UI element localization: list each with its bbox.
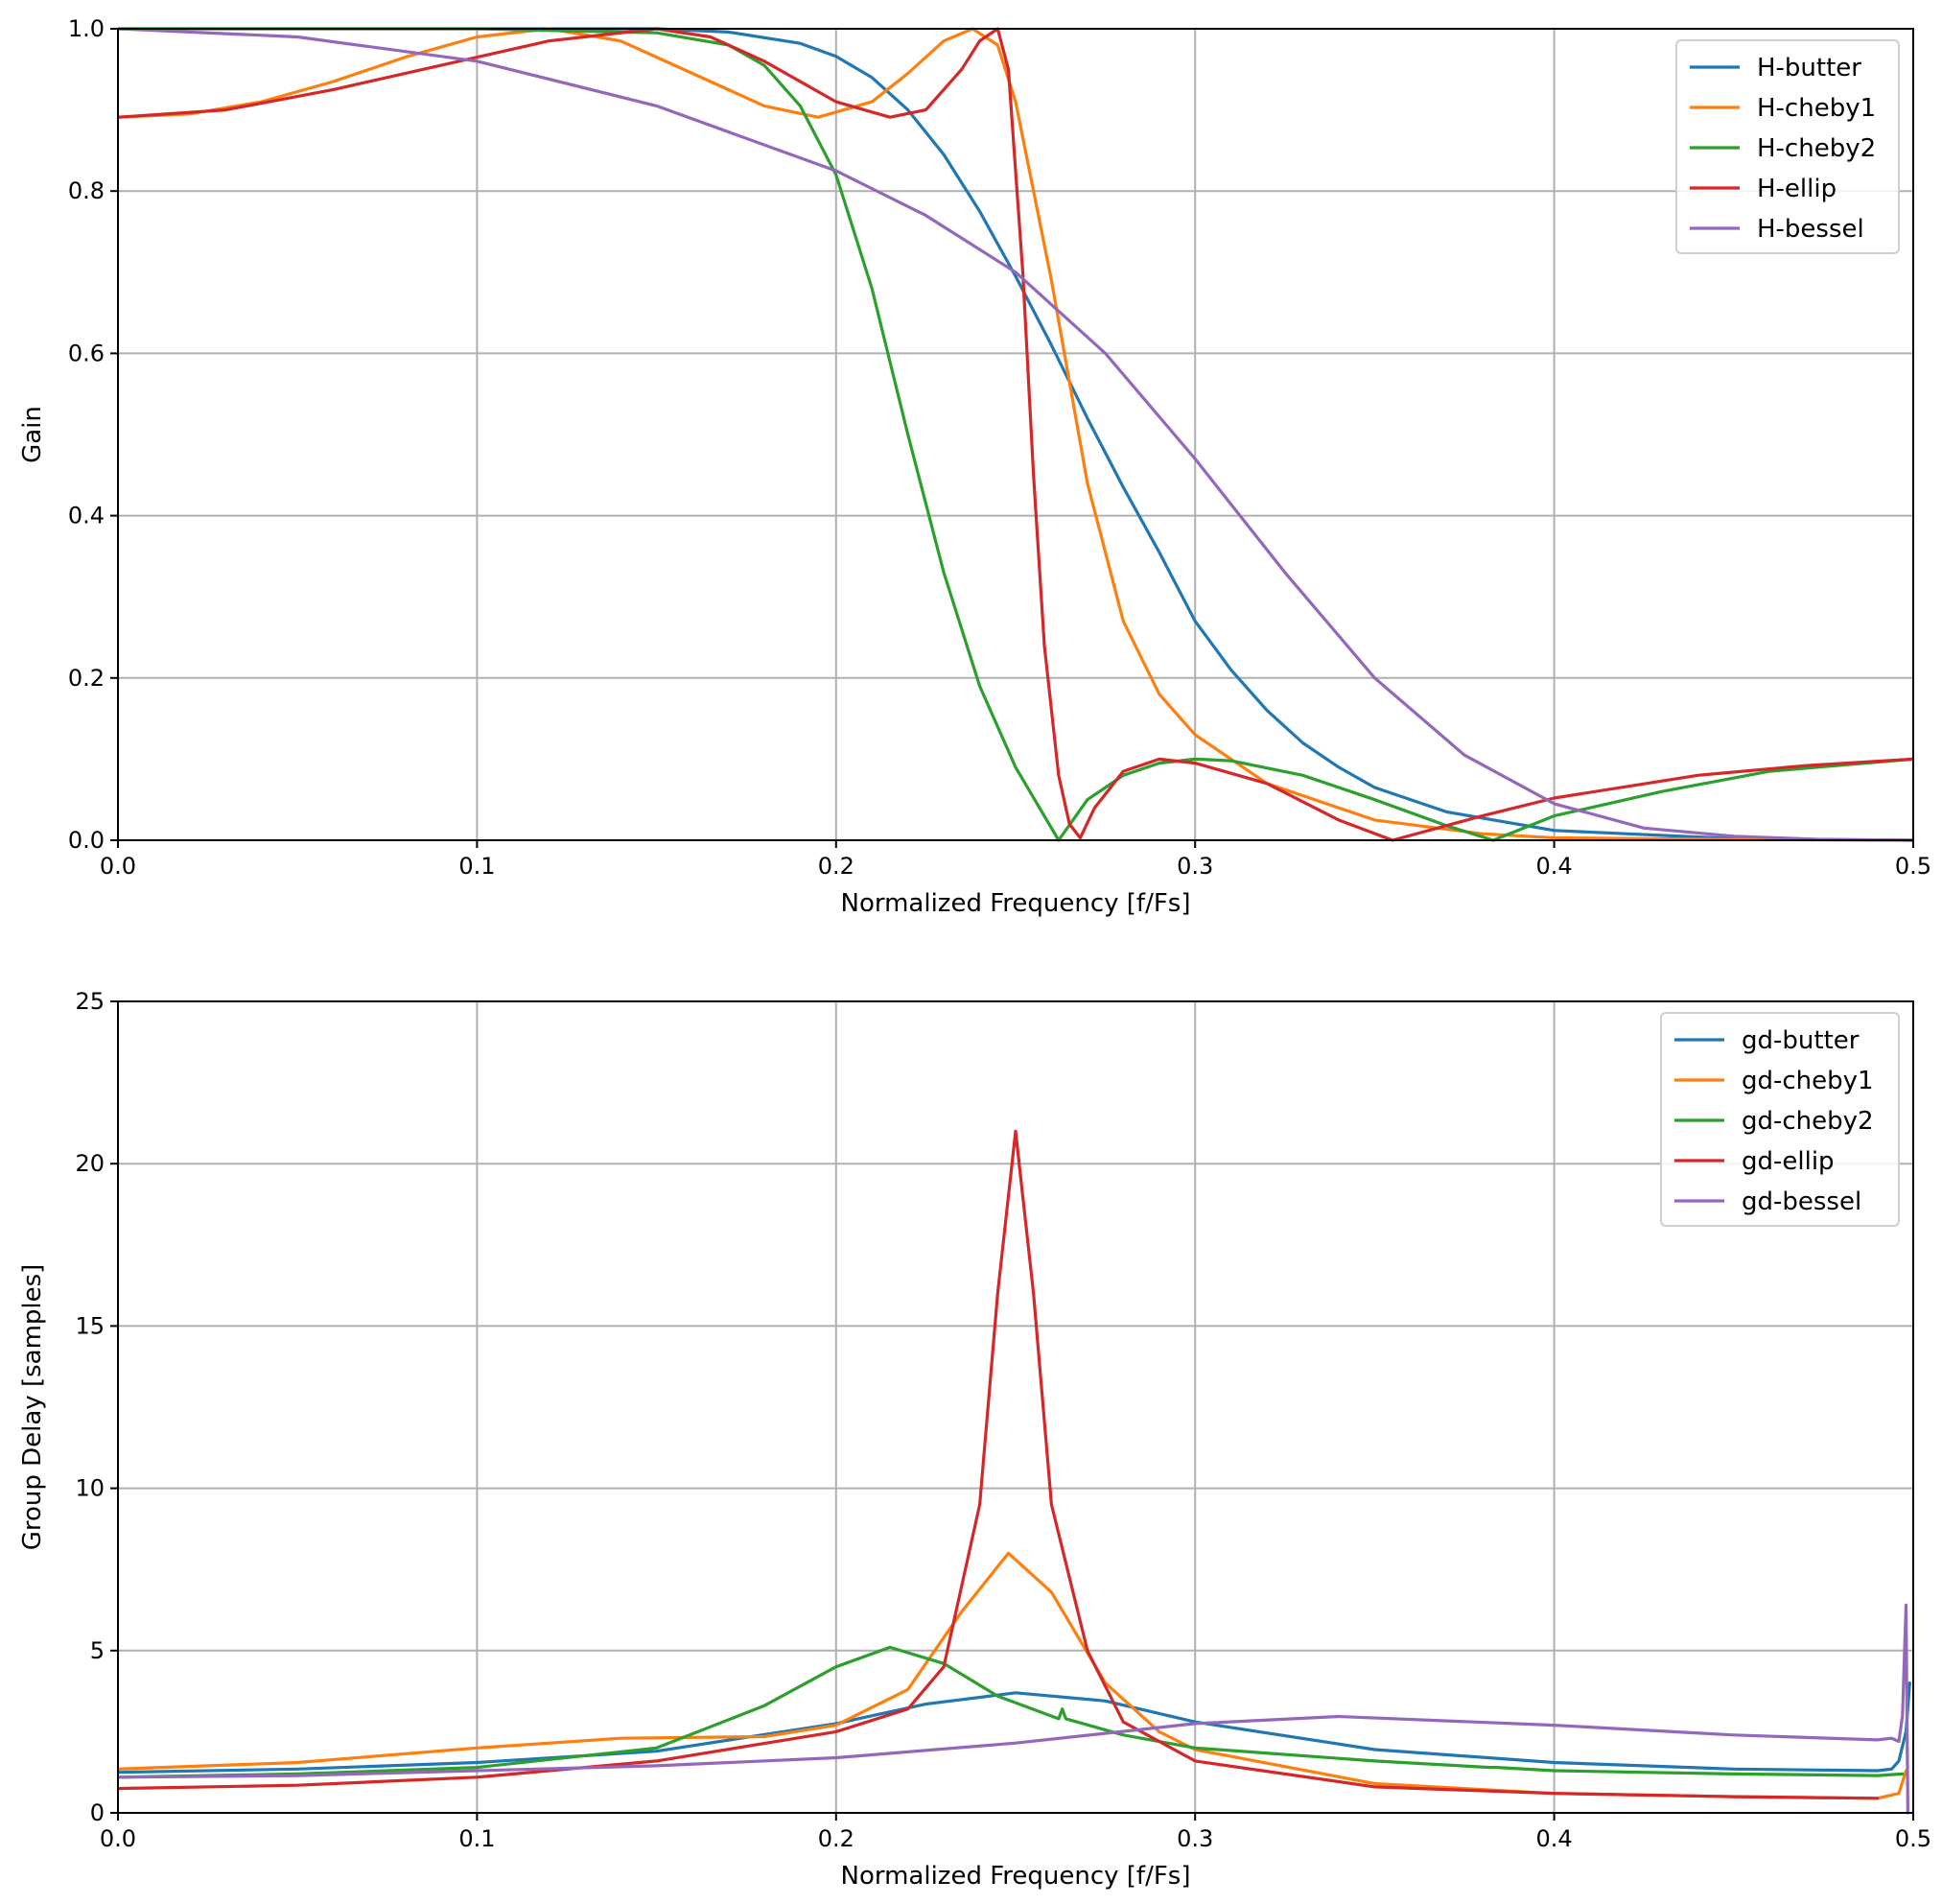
series-line-gd-ellip <box>118 1129 1880 1800</box>
x-tick-label: 0.0 <box>100 853 136 880</box>
x-tick-label: 0.5 <box>1895 1825 1931 1852</box>
series-line-gd-bessel <box>118 1603 1909 1815</box>
chart-panel-2: 0.0 0.1 0.2 0.3 0.4 0.5 0 5 10 15 20 25 Normalized F… <box>18 988 1931 1891</box>
legend-label: H-butter <box>1757 54 1861 82</box>
legend-label: H-cheby1 <box>1757 94 1876 123</box>
y-tick-label: 0.0 <box>68 827 105 854</box>
y-tick-label: 15 <box>75 1312 105 1339</box>
y-tick-label: 0.2 <box>68 665 105 692</box>
x-tick-label: 0.1 <box>458 853 495 880</box>
legend: H-butter H-cheby1 H-cheby2 H-ellip H-bessel <box>1675 39 1900 254</box>
plot-frame <box>117 28 1914 841</box>
chart-panel-1: 0.0 0.1 0.2 0.3 0.4 0.5 0.0 0.2 0.4 0.6 0.8 1.0 Norm… <box>18 15 1931 918</box>
y-tick-label: 1.0 <box>68 15 105 42</box>
series-line-gd-butter <box>118 1681 1911 1775</box>
series-line-H-bessel <box>118 27 1913 842</box>
legend-label: gd-cheby1 <box>1742 1067 1874 1095</box>
y-tick-label: 10 <box>75 1475 105 1502</box>
x-tick-label: 0.2 <box>818 1825 854 1852</box>
series-group <box>118 1129 1911 1815</box>
x-tick-label: 0.1 <box>458 1825 495 1852</box>
series-line-H-cheby2 <box>118 27 1913 842</box>
x-tick-label: 0.4 <box>1536 853 1573 880</box>
y-tick-label: 0.8 <box>68 177 105 204</box>
x-tick-label: 0.3 <box>1177 1825 1213 1852</box>
x-tick-label: 0.2 <box>818 853 854 880</box>
legend-label: gd-butter <box>1742 1026 1860 1055</box>
x-tick-label: 0.4 <box>1536 1825 1573 1852</box>
series-group <box>118 27 1913 842</box>
plot-frame <box>117 1000 1914 1814</box>
legend-box <box>1675 39 1900 254</box>
y-axis-title: Gain <box>18 406 47 463</box>
legend: gd-butter gd-cheby1 gd-cheby2 gd-ellip gd-be… <box>1660 1012 1900 1227</box>
legend-label: gd-bessel <box>1742 1187 1861 1216</box>
series-line-gd-cheby2 <box>118 1645 1905 1779</box>
x-tick-label: 0.5 <box>1895 853 1931 880</box>
y-tick-label: 20 <box>75 1150 105 1177</box>
legend-label: H-bessel <box>1757 215 1864 244</box>
series-line-H-ellip <box>118 27 1913 842</box>
series-line-gd-cheby1 <box>118 1551 1908 1800</box>
y-axis-title: Group Delay [samples] <box>18 1264 47 1551</box>
x-tick-label: 0.0 <box>100 1825 136 1852</box>
legend-label: gd-cheby2 <box>1742 1107 1874 1136</box>
x-tick-label: 0.3 <box>1177 853 1213 880</box>
legend-label: H-cheby2 <box>1757 134 1876 163</box>
y-tick-label: 0 <box>90 1799 105 1826</box>
y-tick-label: 0.4 <box>68 503 105 529</box>
x-axis-title: Normalized Frequency [f/Fs] <box>841 889 1191 918</box>
x-axis-title: Normalized Frequency [f/Fs] <box>841 1862 1191 1891</box>
y-tick-label: 0.6 <box>68 340 105 366</box>
legend-label: gd-ellip <box>1742 1147 1835 1176</box>
y-tick-label: 25 <box>75 988 105 1015</box>
y-tick-label: 5 <box>90 1637 105 1664</box>
legend-label: H-ellip <box>1757 175 1837 203</box>
series-line-H-cheby1 <box>118 27 1913 842</box>
legend-box <box>1660 1012 1900 1227</box>
